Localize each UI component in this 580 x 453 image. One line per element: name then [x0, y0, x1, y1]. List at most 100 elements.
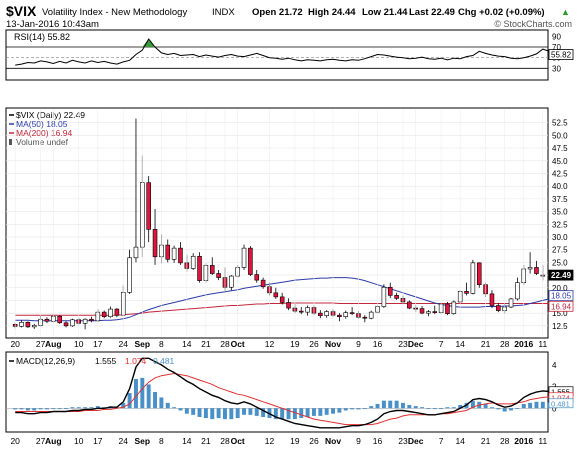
macd-legend-entry: MACD(12,26,9): [16, 356, 75, 366]
macd-histogram-bar: [25, 408, 30, 411]
macd-layer: 4201.5551.0740.481MACD(12,26,9)1.5551.07…: [6, 356, 574, 429]
candle-body: [44, 318, 50, 322]
candle-body: [362, 316, 368, 319]
quote-high: High 24.44: [308, 7, 356, 18]
macd-last-label: 1.555: [551, 387, 570, 396]
price-last-label: 22.49: [551, 271, 572, 280]
x-tick-label-price: 19: [290, 339, 300, 349]
price-tick-label: 25.0: [552, 258, 568, 267]
macd-histogram-bar: [216, 408, 221, 419]
candle-body: [343, 312, 349, 318]
macd-panel: [5, 351, 549, 433]
macd-histogram-bar: [381, 400, 386, 409]
candle-body: [209, 265, 215, 274]
price-tick-label: 52.5: [552, 119, 568, 128]
x-axis: 20202727AugAug101017172424SepSep88141421…: [10, 110, 548, 446]
candle-body: [337, 314, 342, 318]
candle-body: [197, 255, 202, 281]
price-last-label: 18.05: [551, 292, 572, 301]
macd-histogram-bar: [133, 378, 138, 409]
macd-histogram-bar: [413, 406, 418, 409]
macd-histogram-bar: [426, 408, 431, 410]
chart-symbol: $VIX: [6, 3, 37, 19]
macd-histogram-bar: [121, 402, 126, 409]
candle-body: [381, 286, 387, 307]
candle-body: [190, 255, 196, 269]
macd-histogram-bar: [439, 408, 444, 410]
x-tick-label-macd: 7: [439, 436, 444, 446]
candle-body: [70, 319, 75, 327]
price-tick-label: 12.5: [552, 322, 568, 331]
candle-body: [114, 308, 120, 316]
x-tick-label-price: Sep: [135, 339, 151, 349]
x-tick-label-price: 17: [93, 339, 103, 349]
rsi-panel: [5, 29, 549, 81]
candle-body: [229, 275, 234, 288]
macd-histogram-bar: [83, 407, 88, 409]
candle-body: [82, 318, 88, 324]
candle-body: [476, 262, 482, 286]
macd-histogram-bar: [540, 401, 545, 409]
price-tick-label: 50.0: [552, 131, 568, 140]
macd-histogram-bar: [489, 407, 494, 409]
macd-histogram-bar: [470, 400, 475, 409]
x-tick-label-macd: Sep: [135, 436, 151, 446]
x-tick-label-macd: 28: [500, 436, 510, 446]
candle-body: [394, 295, 399, 299]
macd-histogram-bar: [394, 400, 399, 409]
candle-body: [489, 293, 495, 306]
macd-histogram-bar: [153, 392, 158, 409]
macd-histogram-bar: [388, 400, 393, 409]
price-tick-label: 47.5: [552, 144, 568, 153]
macd-histogram-bar: [420, 407, 425, 409]
macd-histogram-bar: [521, 403, 526, 409]
ma50-line: [15, 277, 556, 322]
macd-histogram-bar: [44, 408, 49, 410]
x-tick-label-macd: 14: [455, 436, 465, 446]
x-tick-label-price: 11: [538, 339, 547, 349]
rsi-line: [15, 38, 556, 66]
candle-body: [527, 267, 533, 270]
macd-histogram-bar: [451, 407, 456, 409]
price-layer: 12.515.017.520.022.525.027.530.032.535.0…: [6, 110, 574, 331]
macd-histogram-bar: [299, 408, 304, 419]
candle-body: [464, 291, 469, 294]
quote-last: Last 22.49: [409, 7, 455, 18]
candle-body: [349, 312, 355, 314]
candle-body: [515, 282, 520, 300]
macd-histogram-bar: [356, 408, 361, 410]
macd-histogram-bar: [273, 408, 278, 420]
price-tick-label: 37.5: [552, 195, 568, 204]
macd-histogram-bar: [515, 408, 520, 410]
rsi-legend: RSI(14) 55.82: [14, 32, 70, 42]
x-tick-label-macd: 23: [398, 436, 408, 446]
macd-histogram-bar: [292, 408, 297, 420]
price-tick-label: 32.5: [552, 220, 568, 229]
macd-histogram-bar: [343, 408, 348, 411]
macd-histogram-bar: [369, 406, 374, 409]
candle-body: [133, 246, 139, 259]
macd-histogram-bar: [57, 408, 62, 410]
price-legend-entry: $VIX (Daily) 22.49: [16, 110, 85, 120]
candle-body: [108, 308, 113, 318]
chart-symbol-name: Volatility Index - New Methodology: [42, 7, 187, 18]
candle-body: [273, 292, 279, 298]
candle-body: [318, 312, 323, 316]
macd-histogram-bar: [261, 408, 266, 417]
macd-histogram-bar: [375, 403, 380, 409]
macd-histogram-bar: [184, 408, 189, 414]
rsi-last-box: [548, 49, 574, 60]
x-tick-label-price: 10: [74, 339, 84, 349]
candle-body: [298, 310, 304, 313]
macd-last-label: 1.074: [551, 393, 570, 402]
macd-histogram-bar: [400, 402, 405, 409]
x-tick-label-macd: 2016: [514, 436, 533, 446]
quote-open: Open 21.72: [252, 7, 303, 18]
x-tick-label-macd: 24: [119, 436, 129, 446]
x-tick-label-macd: 26: [309, 436, 319, 446]
x-tick-label-price: 2016: [514, 339, 533, 349]
macd-last-label: 0.481: [551, 399, 570, 408]
x-tick-label-macd: 10: [74, 436, 84, 446]
